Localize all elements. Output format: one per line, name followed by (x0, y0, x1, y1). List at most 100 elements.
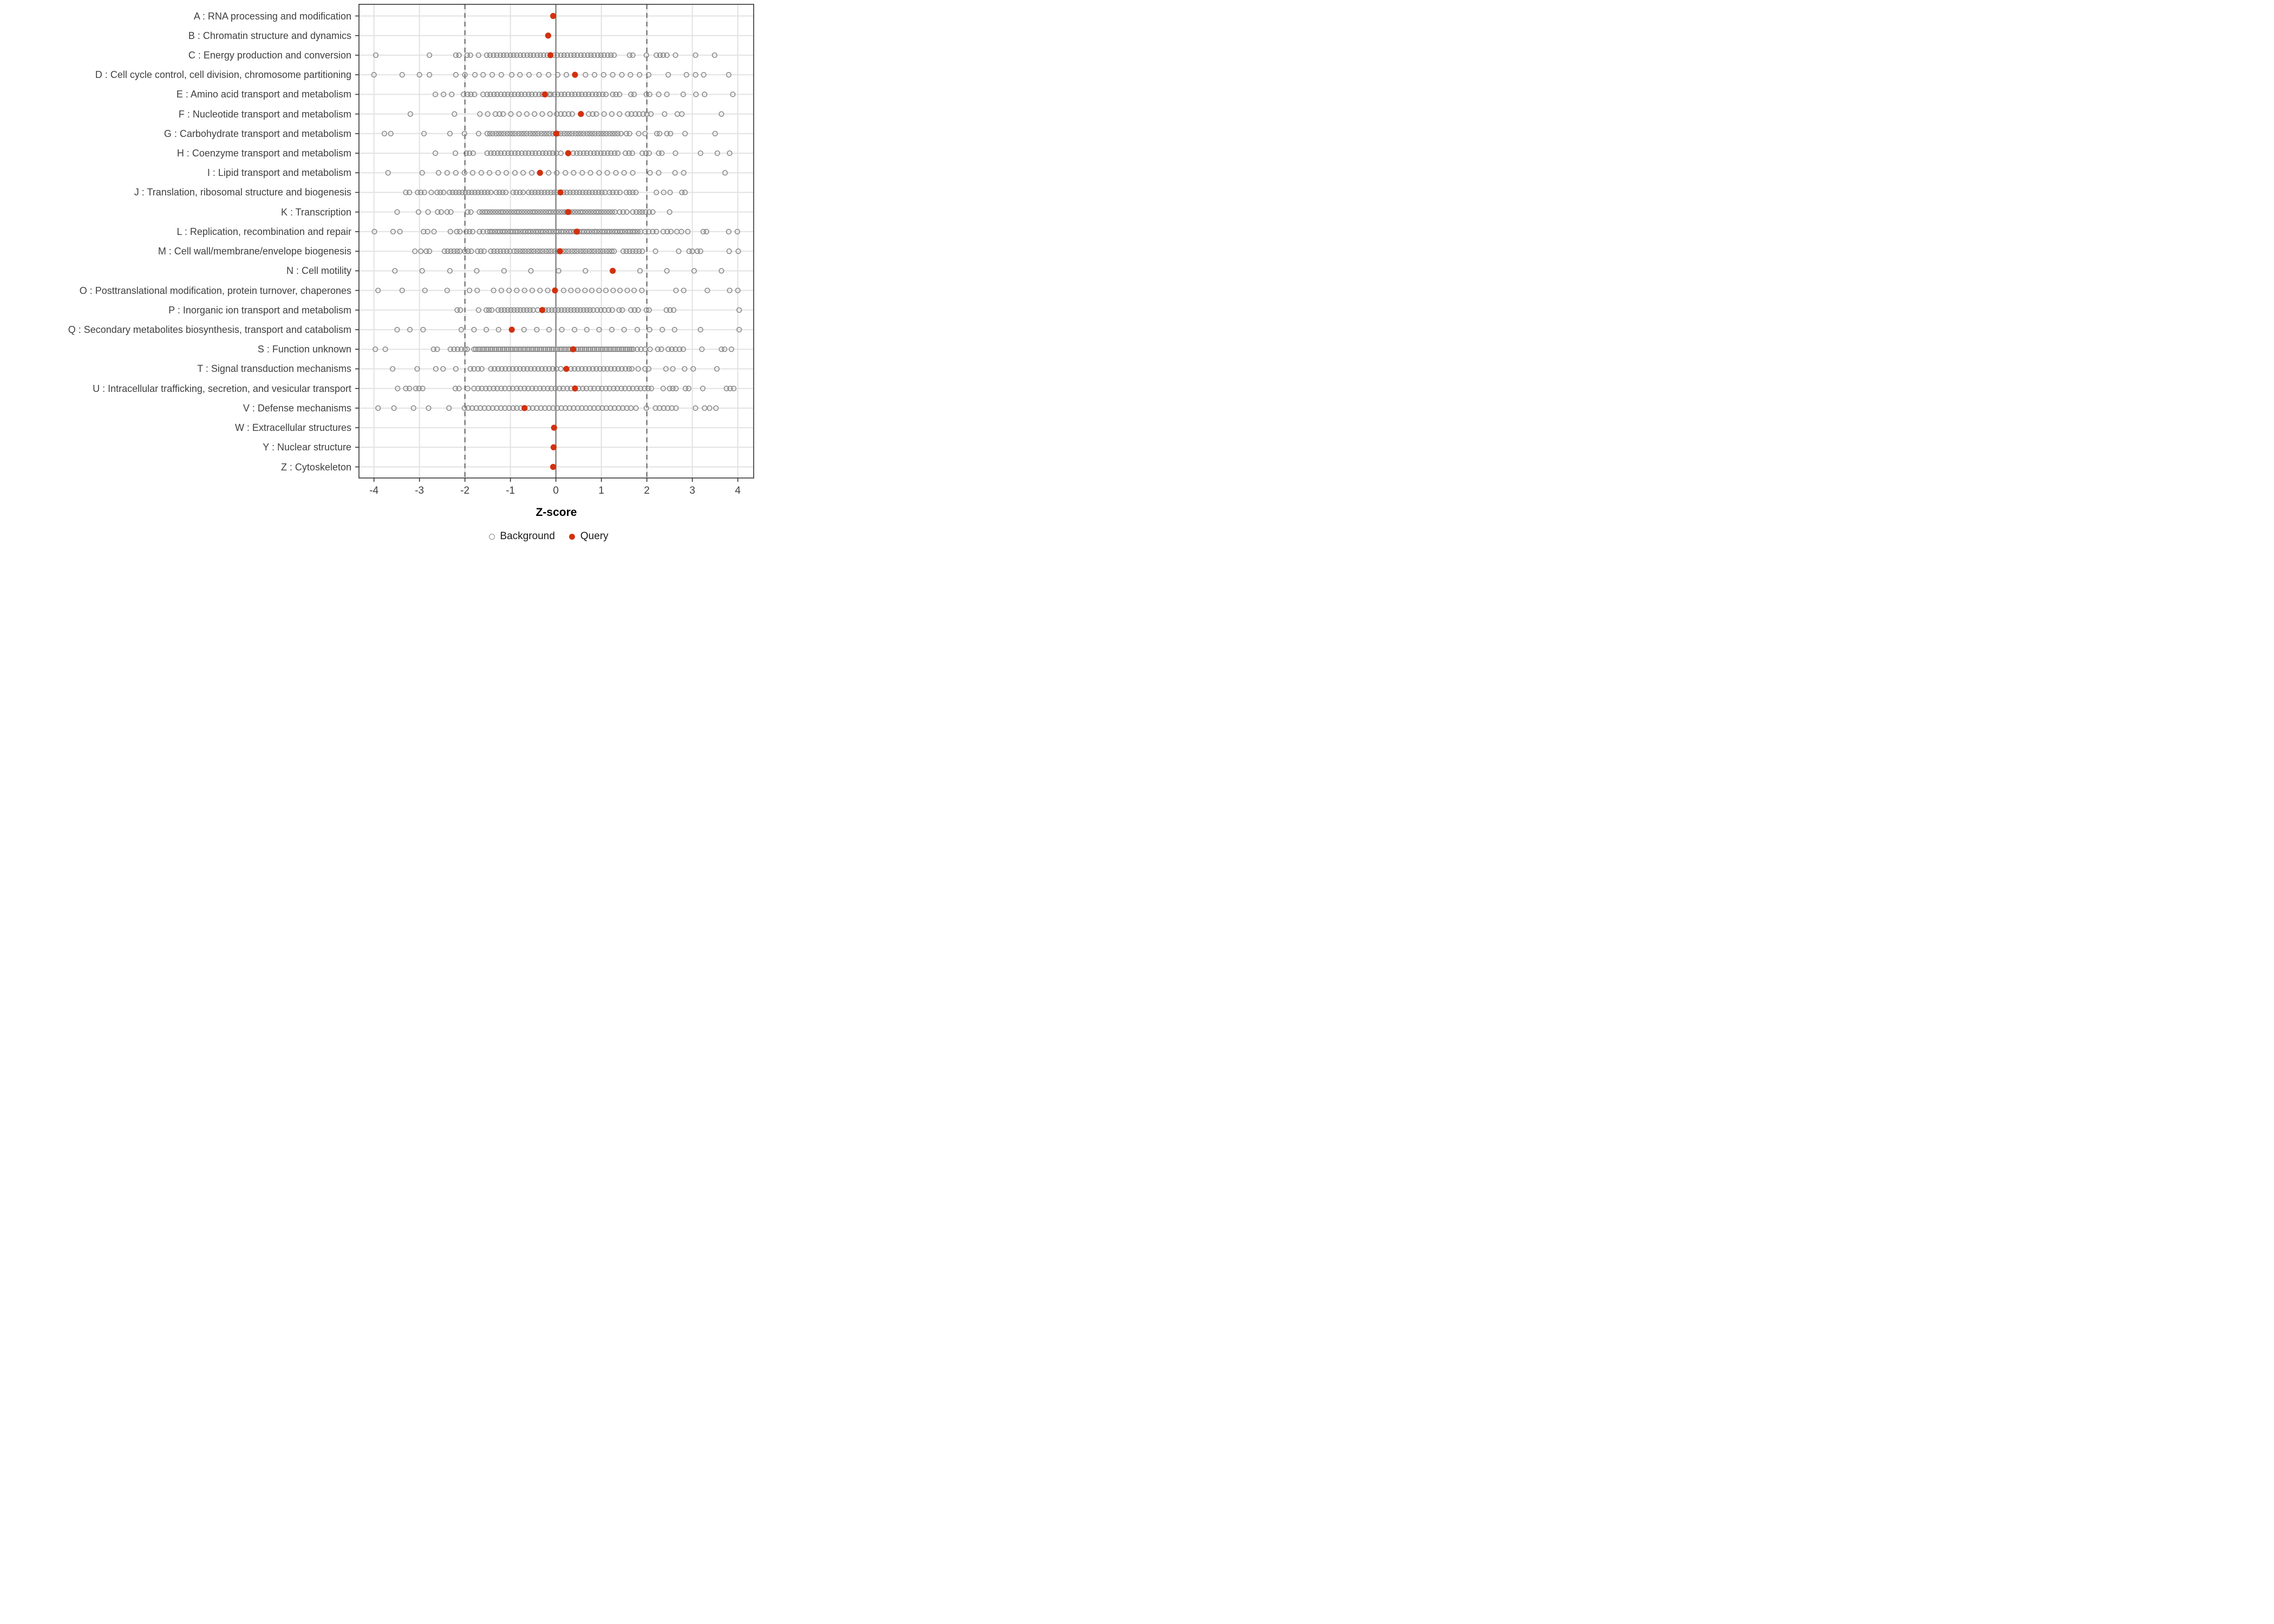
background-point (620, 405, 626, 411)
background-point (548, 248, 554, 254)
background-point (624, 209, 630, 215)
background-point (630, 52, 636, 58)
background-point (628, 307, 634, 313)
background-point (410, 405, 416, 411)
background-point (630, 189, 636, 195)
background-point (491, 91, 497, 97)
background-point (467, 366, 473, 372)
background-point (489, 72, 495, 78)
background-point (580, 307, 587, 313)
background-point (472, 189, 478, 195)
background-point (685, 385, 692, 391)
background-point (646, 307, 652, 313)
query-point (570, 346, 577, 352)
background-point (554, 111, 560, 117)
background-point (611, 385, 617, 391)
background-point (548, 228, 554, 234)
background-point (597, 366, 603, 372)
background-point (648, 111, 654, 117)
background-point (479, 385, 485, 391)
background-point (701, 72, 707, 78)
background-point (626, 346, 632, 352)
background-point (606, 209, 612, 215)
background-point (390, 366, 396, 372)
background-point (457, 228, 463, 234)
background-point (593, 366, 599, 372)
background-point (543, 248, 549, 254)
background-point (414, 366, 420, 372)
background-point (541, 189, 547, 195)
background-point (690, 366, 696, 372)
background-point (536, 72, 542, 78)
background-point (498, 91, 504, 97)
background-point (712, 130, 718, 136)
background-point (702, 91, 708, 97)
background-point (510, 189, 516, 195)
background-point (652, 405, 658, 411)
background-point (581, 346, 587, 352)
background-point (509, 346, 516, 352)
background-point (501, 150, 507, 156)
background-point (580, 248, 586, 254)
background-point (728, 346, 735, 352)
background-point (500, 346, 506, 352)
background-point (736, 326, 742, 333)
background-point (407, 189, 413, 195)
background-point (605, 52, 611, 58)
background-point (595, 385, 601, 391)
background-point (630, 209, 636, 215)
background-point (587, 346, 593, 352)
filled-circle-icon (568, 533, 575, 540)
query-point (610, 267, 616, 274)
background-point (533, 385, 539, 391)
background-point (595, 130, 601, 136)
background-point (516, 209, 522, 215)
background-point (665, 405, 671, 411)
background-point (524, 209, 530, 215)
background-point (448, 248, 454, 254)
background-point (473, 346, 479, 352)
y-axis-label: W : Extracellular structures (234, 422, 351, 434)
background-point (498, 150, 504, 156)
background-point (639, 150, 645, 156)
background-point (538, 209, 544, 215)
background-point (631, 307, 638, 313)
background-point (426, 405, 432, 411)
background-point (438, 209, 445, 215)
background-point (527, 52, 533, 58)
background-point (494, 248, 500, 254)
background-point (441, 91, 447, 97)
background-point (537, 248, 543, 254)
background-point (454, 307, 460, 313)
background-point (495, 366, 501, 372)
background-point (636, 130, 642, 136)
background-point (403, 385, 409, 391)
background-point (514, 405, 520, 411)
background-point (611, 366, 618, 372)
background-point (448, 209, 454, 215)
background-point (524, 130, 530, 136)
background-point (731, 385, 737, 391)
background-point (620, 209, 626, 215)
background-point (634, 326, 641, 333)
background-point (633, 209, 639, 215)
background-point (489, 228, 495, 234)
background-point (617, 189, 623, 195)
background-point (454, 228, 460, 234)
background-point (672, 52, 678, 58)
legend-label-query: Query (580, 531, 609, 542)
background-point (572, 366, 578, 372)
background-point (433, 366, 439, 372)
background-point (394, 326, 400, 333)
background-point (610, 189, 616, 195)
background-point (546, 130, 553, 136)
background-point (633, 248, 639, 254)
background-point (545, 385, 551, 391)
background-point (673, 287, 679, 293)
background-point (506, 346, 512, 352)
background-point (564, 385, 570, 391)
background-point (415, 189, 421, 195)
background-point (456, 52, 462, 58)
background-point (558, 150, 564, 156)
background-point (583, 385, 590, 391)
